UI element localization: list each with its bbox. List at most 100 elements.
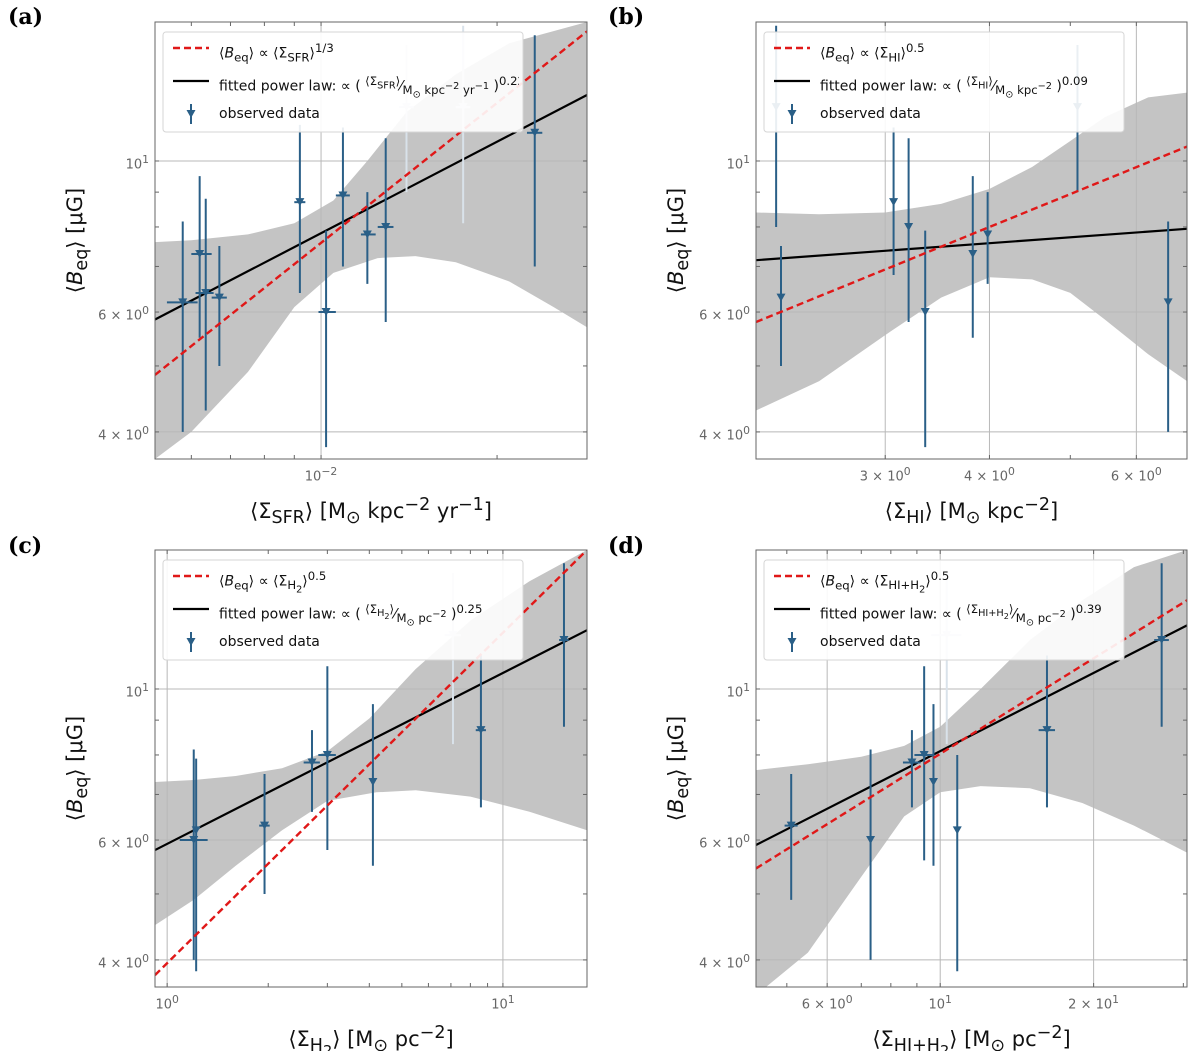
legend-frame [162, 559, 524, 661]
y-tick-label: 6 × 100 [699, 304, 750, 324]
y-axis-label: ⟨Beq⟩ [μG] [664, 715, 694, 822]
data-marker [907, 758, 917, 767]
x-tick-label-box: 6 × 100 [801, 993, 853, 1013]
legend-entry-label-box: fitted power law: ∝ ( ⟨ΣHI⟩⁄M⊙ kpc−2 )0.… [820, 74, 1088, 98]
x-tick-label: 3 × 100 [859, 465, 911, 485]
data-marker [322, 750, 332, 759]
y-tick-label: 101 [125, 680, 149, 701]
plot-frame [154, 549, 588, 988]
x-axis-label-box: ⟨ΣSFR⟩ [M⊙ kpc−2 yr−1] [250, 495, 492, 527]
data-point [195, 198, 214, 411]
y-tick-label-box: 4 × 100 [699, 952, 750, 971]
y-tick-label: 4 × 100 [699, 423, 750, 444]
y-axis-label-box: ⟨Beq⟩ [μG] [664, 715, 694, 822]
legend-entry-label-box: fitted power law: ∝ ( ⟨ΣSFR⟩⁄M⊙ kpc−2 yr… [219, 74, 519, 98]
data-marker [214, 293, 224, 302]
reference-scaling-line [756, 145, 1187, 324]
legend-entry-label-box: ⟨Beq⟩ ∝ ⟨ΣH2⟩0.5 [219, 569, 327, 593]
x-tick-label-box: 3 × 100 [859, 465, 911, 485]
x-tick-label: 4 × 100 [964, 465, 1015, 485]
data-point [335, 127, 350, 267]
legend-entry-label-box: fitted power law: ∝ ( ⟨ΣHI+H2⟩⁄M⊙ pc−2 )… [820, 602, 1102, 626]
data-marker [321, 308, 331, 317]
y-tick-label: 101 [726, 152, 750, 173]
x-axis-label: ⟨ΣHI+H2⟩ [M⊙ pc−2] [872, 1023, 1071, 1051]
legend-swatch-marker [787, 110, 797, 118]
y-tick-label-box: 4 × 100 [98, 423, 149, 444]
fitted-power-law-line [155, 629, 587, 852]
legend-entry-label: ⟨Beq⟩ ∝ ⟨ΣH2⟩0.5 [219, 569, 327, 593]
plot-frame [755, 549, 1188, 988]
data-point [191, 176, 212, 338]
legend-entry-label: observed data [820, 634, 921, 650]
x-axis-label-box: ⟨ΣHI+H2⟩ [M⊙ pc−2] [872, 1023, 1071, 1051]
y-axis-label-box: ⟨Beq⟩ [μG] [63, 188, 92, 293]
data-point [211, 246, 227, 366]
legend-entry-label: fitted power law: ∝ ( ⟨ΣHI⟩⁄M⊙ kpc−2 )0.… [820, 74, 1088, 98]
data-marker [362, 230, 372, 239]
data-marker [1163, 298, 1173, 307]
data-marker [178, 298, 188, 307]
data-point [294, 124, 306, 293]
x-tick-label: 2 × 101 [1068, 993, 1120, 1013]
data-marker [968, 250, 978, 259]
plot-frame [755, 21, 1188, 460]
data-point [889, 127, 899, 276]
y-axis-label: ⟨Beq⟩ [μG] [664, 187, 694, 294]
data-marker [920, 308, 930, 317]
y-axis-label-box: ⟨Beq⟩ [μG] [664, 187, 694, 294]
plot-area [756, 22, 1187, 459]
data-point [303, 730, 320, 812]
data-marker [952, 826, 962, 835]
data-point [776, 246, 786, 366]
data-marker [295, 198, 305, 207]
legend-swatch-marker [186, 638, 196, 646]
y-tick-label: 6 × 100 [98, 304, 149, 324]
data-marker [919, 750, 929, 759]
data-marker [368, 778, 378, 787]
x-axis-label: ⟨ΣH2⟩ [M⊙ pc−2] [288, 1023, 454, 1051]
reference-scaling-line [155, 30, 587, 376]
legend-entry-label-box: observed data [820, 634, 921, 650]
legend-entry-label-box: ⟨Beq⟩ ∝ ⟨ΣSFR⟩1/3 [219, 41, 334, 64]
y-tick-label: 6 × 100 [98, 832, 149, 852]
legend-entry-label-box: fitted power law: ∝ ( ⟨ΣH2⟩⁄M⊙ pc−2 )0.2… [219, 602, 482, 626]
y-tick-label: 101 [726, 680, 750, 701]
data-point [368, 704, 378, 866]
panel-label: (d) [608, 533, 645, 559]
y-tick-label: 4 × 100 [98, 951, 149, 972]
data-marker [866, 836, 876, 845]
x-tick-label: 100 [155, 993, 179, 1013]
data-point [318, 666, 336, 851]
x-tick-label: 6 × 100 [801, 993, 853, 1013]
chart-panel: 6 × 100 101 2 × 101 4 × 100 6 × 100 101 ⟨ΣHI+H… [664, 549, 1188, 1051]
data-marker [983, 230, 993, 239]
legend-entry-label: fitted power law: ∝ ( ⟨ΣHI+H2⟩⁄M⊙ pc−2 )… [820, 602, 1102, 626]
legend-entry-label-box: observed data [219, 106, 320, 122]
data-point [318, 230, 336, 448]
x-tick-label: 10−2 [304, 465, 338, 485]
x-tick-label: 6 × 100 [1110, 465, 1162, 485]
legend-entry-label: ⟨Beq⟩ ∝ ⟨ΣHI⟩0.5 [820, 41, 925, 65]
data-point [928, 704, 938, 866]
y-tick-label: 6 × 100 [699, 832, 750, 852]
data-marker [307, 758, 317, 767]
data-point [968, 176, 978, 338]
y-axis-label-box: ⟨Beq⟩ [μG] [63, 715, 93, 822]
x-tick-label-box: 101 [928, 993, 951, 1012]
data-point [866, 749, 876, 960]
x-axis-label-box: ⟨ΣHI⟩ [M⊙ kpc−2] [885, 495, 1058, 527]
data-marker [1157, 636, 1167, 645]
legend-swatch-marker [787, 638, 797, 646]
data-point [920, 230, 930, 448]
data-point [952, 754, 962, 972]
y-tick-label-box: 6 × 100 [699, 304, 750, 324]
y-tick-label-box: 101 [726, 152, 750, 173]
legend-entry-label: fitted power law: ∝ ( ⟨ΣSFR⟩⁄M⊙ kpc−2 yr… [219, 74, 519, 98]
y-tick-label: 4 × 100 [98, 423, 149, 444]
y-axis-label: ⟨Beq⟩ [μG] [63, 715, 93, 822]
legend-entry-label: ⟨Beq⟩ ∝ ⟨ΣHI+H2⟩0.5 [820, 569, 950, 593]
data-point [1038, 655, 1056, 808]
legend-entry-label: observed data [219, 106, 320, 122]
data-marker [1042, 726, 1052, 735]
